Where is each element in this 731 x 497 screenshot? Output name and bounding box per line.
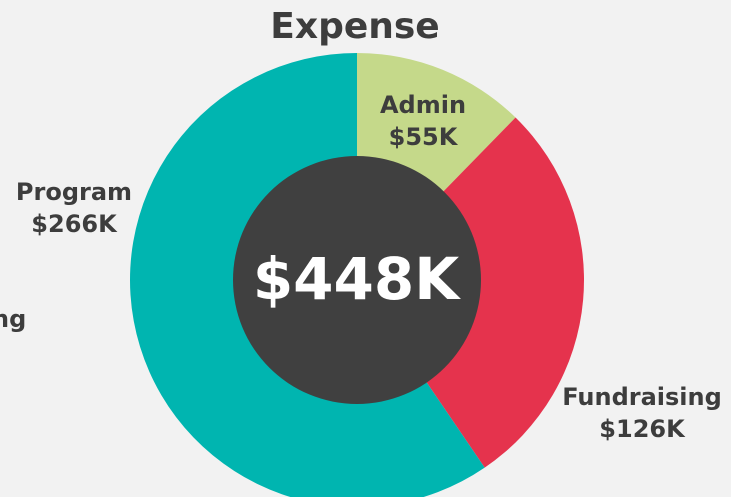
chart-title: Expense xyxy=(270,6,439,47)
annotation: ng xyxy=(0,305,26,333)
slice-label: Program xyxy=(16,178,132,206)
donut-hole xyxy=(233,156,481,404)
slice-value-label: $55K xyxy=(389,123,459,151)
slice-label: Admin xyxy=(380,91,466,119)
slice-label: Fundraising xyxy=(562,383,722,411)
slice-value-label: $126K xyxy=(599,415,686,443)
slice-value-label: $266K xyxy=(31,210,118,238)
center-label: $448K xyxy=(253,245,461,313)
